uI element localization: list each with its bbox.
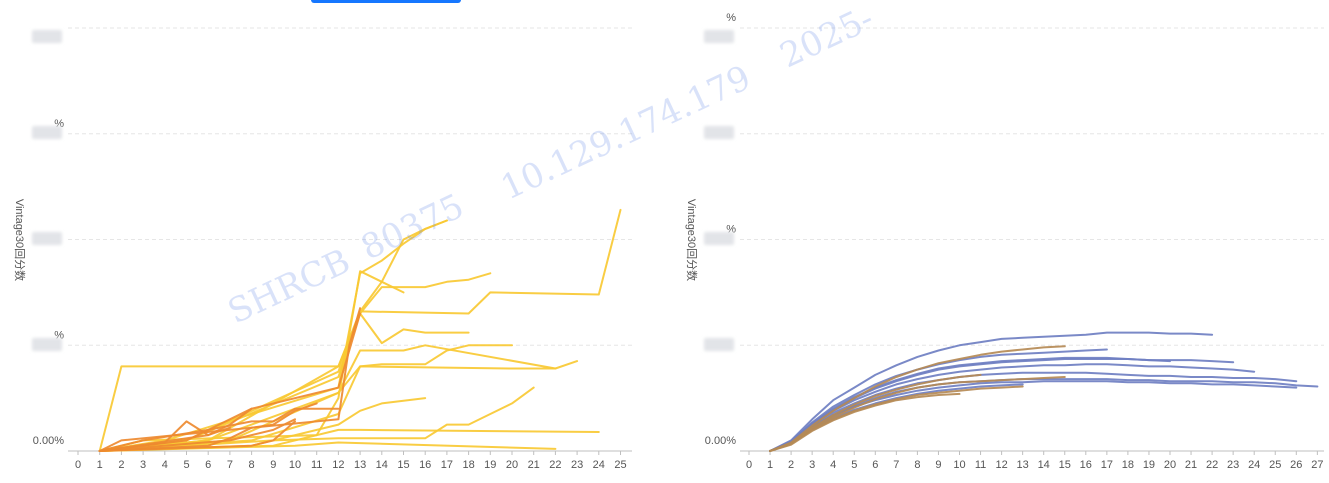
x-tick-label: 8 bbox=[914, 459, 920, 471]
y-tick-label: % bbox=[54, 329, 64, 341]
x-tick-label: 22 bbox=[549, 459, 561, 471]
x-tick-label: 15 bbox=[1059, 459, 1071, 471]
series-line-19[interactable] bbox=[98, 418, 296, 452]
y-tick-label: % bbox=[726, 12, 736, 24]
x-tick-label: 27 bbox=[1311, 459, 1323, 471]
series-line-21[interactable] bbox=[98, 407, 253, 452]
x-tick-label: 14 bbox=[1038, 459, 1050, 471]
x-tick-label: 6 bbox=[205, 459, 211, 471]
x-tick-label: 24 bbox=[593, 459, 605, 471]
x-tick-label: 16 bbox=[419, 459, 431, 471]
redacted-tick bbox=[704, 338, 734, 351]
x-tick-label: 4 bbox=[830, 459, 836, 471]
y-tick-label: % bbox=[726, 224, 736, 236]
x-tick-label: 17 bbox=[1101, 459, 1113, 471]
x-tick-label: 9 bbox=[270, 459, 276, 471]
x-tick-label: 16 bbox=[1080, 459, 1092, 471]
redacted-tick bbox=[704, 126, 734, 139]
series-line-10[interactable] bbox=[769, 345, 1066, 452]
x-tick-label: 1 bbox=[767, 459, 773, 471]
series-line-18[interactable] bbox=[98, 402, 318, 452]
x-tick-label: 23 bbox=[571, 459, 583, 471]
x-tick-label: 0 bbox=[746, 459, 752, 471]
right-chart-panel: 0.00%%% 0 1 2 3 4 5 6 7 8 9 10 11 12 13 14 15 16 17 18 19 20 2… bbox=[664, 0, 1329, 483]
series-line-1[interactable] bbox=[769, 331, 1214, 452]
right-y-axis-label: Vintage30回分数 bbox=[685, 198, 697, 282]
x-tick-label: 3 bbox=[140, 459, 146, 471]
x-tick-label: 25 bbox=[1269, 459, 1281, 471]
x-tick-label: 13 bbox=[1017, 459, 1029, 471]
x-tick-label: 10 bbox=[289, 459, 301, 471]
series-line-11[interactable] bbox=[769, 376, 1066, 452]
redacted-tick bbox=[704, 232, 734, 245]
series-line-20[interactable] bbox=[98, 420, 296, 452]
redacted-tick bbox=[32, 232, 62, 245]
series-line-9[interactable] bbox=[98, 365, 557, 452]
x-tick-label: 19 bbox=[1143, 459, 1155, 471]
series-line-12[interactable] bbox=[98, 386, 535, 452]
series-line-7[interactable] bbox=[98, 344, 513, 452]
x-tick-label: 2 bbox=[788, 459, 794, 471]
x-tick-label: 13 bbox=[354, 459, 366, 471]
left-y-axis-label: Vintage30回分数 bbox=[13, 198, 25, 282]
x-tick-label: 12 bbox=[332, 459, 344, 471]
x-tick-label: 18 bbox=[462, 459, 474, 471]
series-line-12[interactable] bbox=[769, 385, 1024, 452]
x-tick-label: 26 bbox=[1290, 459, 1302, 471]
x-tick-label: 20 bbox=[1164, 459, 1176, 471]
x-tick-label: 21 bbox=[1185, 459, 1197, 471]
selected-tab-indicator[interactable] bbox=[311, 0, 461, 3]
x-tick-label: 3 bbox=[809, 459, 815, 471]
x-tick-label: 22 bbox=[1206, 459, 1218, 471]
series-line-14[interactable] bbox=[769, 392, 961, 452]
series-line-8[interactable] bbox=[769, 358, 1171, 452]
x-tick-label: 17 bbox=[441, 459, 453, 471]
x-tick-label: 11 bbox=[975, 459, 986, 471]
x-tick-label: 10 bbox=[953, 459, 965, 471]
x-tick-label: 7 bbox=[893, 459, 899, 471]
x-tick-label: 9 bbox=[935, 459, 941, 471]
y-tick-label: 0.00% bbox=[705, 435, 736, 447]
series-line-6[interactable] bbox=[769, 378, 1319, 452]
x-tick-label: 14 bbox=[376, 459, 388, 471]
x-tick-label: 2 bbox=[118, 459, 124, 471]
redacted-tick bbox=[704, 30, 734, 43]
redacted-tick bbox=[32, 338, 62, 351]
series-line-5[interactable] bbox=[769, 371, 1298, 452]
series-line-2[interactable] bbox=[769, 348, 1108, 452]
left-chart-panel: 0.00%%% 0 1 2 3 4 5 6 7 8 9 10 11 12 13 14 15 16 17 18 19 20 2… bbox=[0, 0, 757, 483]
y-tick-label: 0.00% bbox=[33, 435, 64, 447]
x-tick-label: 20 bbox=[506, 459, 518, 471]
x-tick-label: 5 bbox=[851, 459, 857, 471]
x-tick-label: 8 bbox=[249, 459, 255, 471]
x-tick-label: 12 bbox=[995, 459, 1007, 471]
series-line-14[interactable] bbox=[98, 307, 362, 452]
series-line-5[interactable] bbox=[98, 208, 622, 452]
redacted-tick bbox=[32, 30, 62, 43]
x-tick-label: 11 bbox=[311, 459, 322, 471]
right-line-chart: 0.00%%%0 1 2 3 4 5 6 7 8 9 10 11 12 13 14 15 16 17 18 19 20 2… bbox=[705, 12, 1324, 471]
x-tick-label: 25 bbox=[614, 459, 626, 471]
x-tick-label: 23 bbox=[1227, 459, 1239, 471]
series-line-8[interactable] bbox=[98, 344, 579, 452]
x-tick-label: 7 bbox=[227, 459, 233, 471]
x-tick-label: 15 bbox=[397, 459, 409, 471]
x-tick-label: 6 bbox=[872, 459, 878, 471]
x-tick-label: 24 bbox=[1248, 459, 1260, 471]
x-tick-label: 19 bbox=[484, 459, 496, 471]
series-line-13[interactable] bbox=[769, 373, 982, 452]
y-tick-label: % bbox=[54, 118, 64, 130]
x-tick-label: 0 bbox=[75, 459, 81, 471]
x-tick-label: 1 bbox=[97, 459, 103, 471]
x-tick-label: 5 bbox=[183, 459, 189, 471]
series-line-15[interactable] bbox=[98, 312, 362, 452]
redacted-tick bbox=[32, 126, 62, 139]
x-tick-label: 18 bbox=[1122, 459, 1134, 471]
series-line-4[interactable] bbox=[769, 363, 1256, 452]
x-tick-label: 4 bbox=[162, 459, 168, 471]
left-line-chart: 0.00%%%0 1 2 3 4 5 6 7 8 9 10 11 12 13 14 15 16 17 18 19 20 2… bbox=[33, 27, 632, 471]
series-line-3[interactable] bbox=[769, 356, 1235, 452]
x-tick-label: 21 bbox=[528, 459, 540, 471]
